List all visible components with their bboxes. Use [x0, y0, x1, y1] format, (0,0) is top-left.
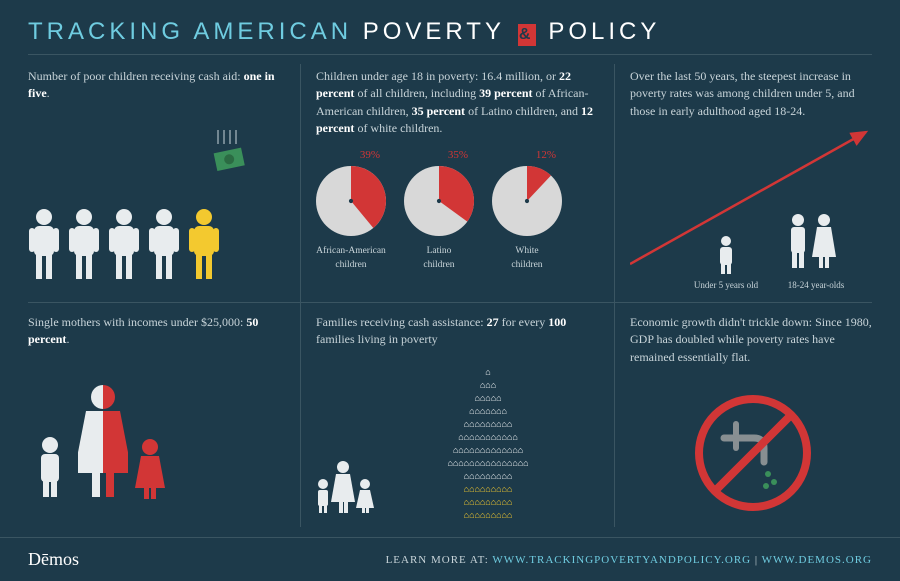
money-icon: [212, 130, 246, 185]
footer-url2: WWW.DEMOS.ORG: [762, 554, 872, 566]
footer-url1: WWW.TRACKINGPOVERTYANDPOLICY.ORG: [492, 554, 751, 566]
title-part2: POVERTY: [363, 18, 505, 45]
divider: [28, 302, 872, 303]
panel-single-mothers: Single mothers with incomes under $25,00…: [28, 314, 283, 522]
pie-chart-row: 39%African-American children 35%Latino ch…: [316, 148, 598, 273]
brand-logo: Dēmos: [28, 549, 79, 570]
arrow-chart: Under 5 years old 18-24 year-olds: [630, 126, 876, 296]
divider: [614, 64, 615, 527]
divider: [28, 54, 872, 55]
house-pictogram: ⌂⌂⌂⌂⌂⌂⌂⌂⌂⌂⌂⌂⌂⌂⌂⌂⌂⌂⌂⌂⌂⌂⌂⌂⌂⌂⌂⌂⌂⌂⌂⌂⌂⌂⌂⌂⌂⌂⌂⌂…: [388, 365, 588, 521]
panel-text: Over the last 50 years, the steepest inc…: [630, 68, 876, 120]
person-icon: [28, 209, 60, 286]
svg-text:Under 5 years old: Under 5 years old: [694, 280, 759, 290]
panel-text: Single mothers with incomes under $25,00…: [28, 314, 283, 349]
pie-chart: 35%Latino children: [404, 148, 474, 273]
pie-chart: 12%White children: [492, 148, 562, 273]
panel-text: Children under age 18 in poverty: 16.4 m…: [316, 68, 598, 138]
person-icon: [188, 209, 220, 286]
title-part1: TRACKING AMERICAN: [28, 18, 352, 45]
family-icon: [316, 449, 380, 519]
panel-cash-aid: Number of poor children receiving cash a…: [28, 68, 283, 286]
no-trickle-icon: [688, 388, 818, 518]
footer-links: LEARN MORE AT: WWW.TRACKINGPOVERTYANDPOL…: [386, 554, 872, 566]
svg-text:18-24 year-olds: 18-24 year-olds: [788, 280, 845, 290]
divider: [300, 64, 301, 527]
panel-text: Economic growth didn't trickle down: Sin…: [630, 314, 876, 366]
title-amp: &: [518, 24, 536, 46]
panel-increase: Over the last 50 years, the steepest inc…: [630, 68, 876, 302]
people-row: [28, 209, 283, 286]
family-icon: [28, 367, 208, 517]
panel-text: Number of poor children receiving cash a…: [28, 68, 283, 103]
person-icon: [108, 209, 140, 286]
footer: Dēmos LEARN MORE AT: WWW.TRACKINGPOVERTY…: [0, 537, 900, 581]
panel-text: Families receiving cash assistance: 27 f…: [316, 314, 598, 349]
panel-trickle-down: Economic growth didn't trickle down: Sin…: [630, 314, 876, 518]
house-graphic: ⌂⌂⌂⌂⌂⌂⌂⌂⌂⌂⌂⌂⌂⌂⌂⌂⌂⌂⌂⌂⌂⌂⌂⌂⌂⌂⌂⌂⌂⌂⌂⌂⌂⌂⌂⌂⌂⌂⌂⌂…: [316, 363, 598, 523]
person-icon: [148, 209, 180, 286]
person-icon: [68, 209, 100, 286]
panel-families-assistance: Families receiving cash assistance: 27 f…: [316, 314, 598, 523]
title-part3: POLICY: [548, 18, 660, 45]
page-title: TRACKING AMERICAN POVERTY & POLICY: [28, 18, 660, 46]
pie-chart: 39%African-American children: [316, 148, 386, 273]
panel-child-poverty: Children under age 18 in poverty: 16.4 m…: [316, 68, 598, 273]
